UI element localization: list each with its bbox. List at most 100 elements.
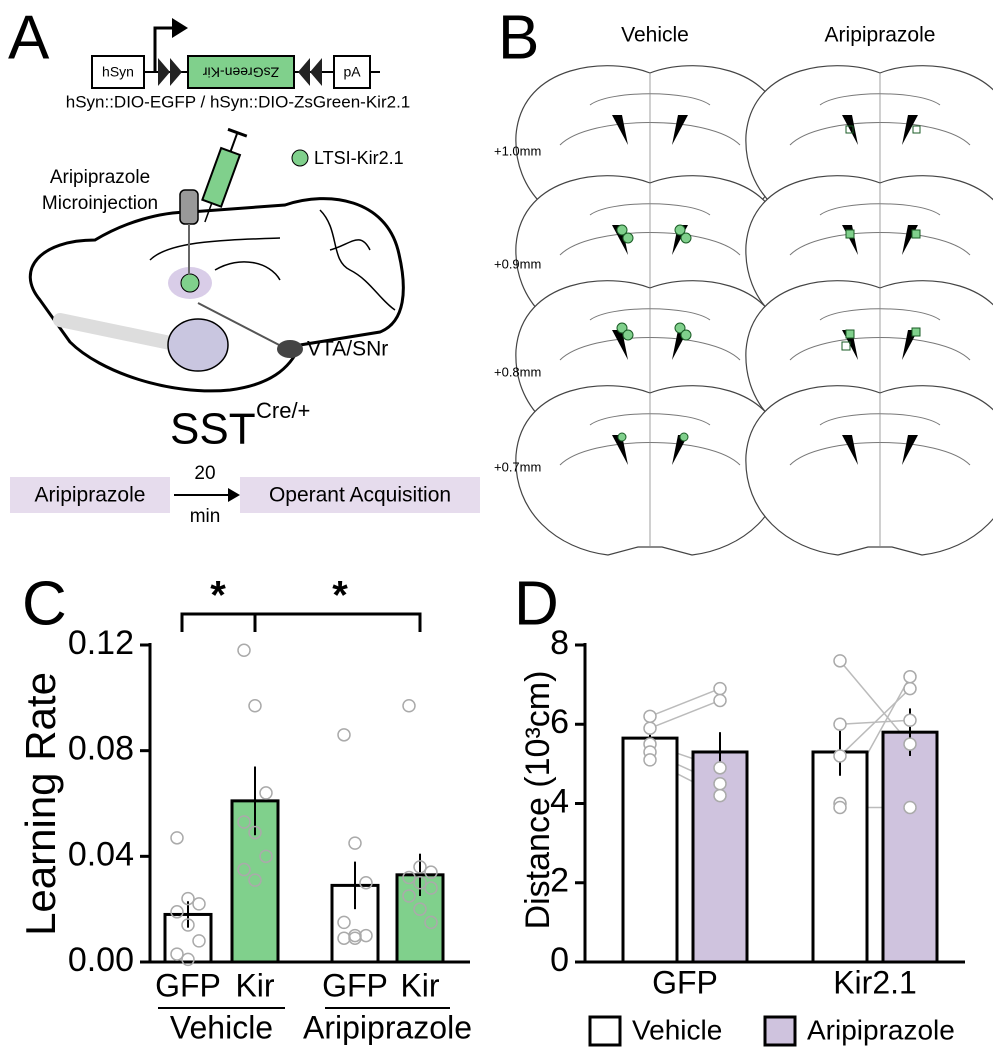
data-point: [713, 681, 727, 696]
data-point: [643, 721, 657, 735]
construct-caption: hSyn::DIO-EGFP / hSyn::DIO-ZsGreen-Kir2.…: [66, 92, 411, 111]
data-point: [413, 902, 427, 916]
data-point: [170, 831, 184, 845]
data-point: [833, 749, 847, 763]
data-point: [181, 952, 195, 967]
column-label: Aripiprazole: [825, 24, 936, 47]
target-label: VTA/SNr: [307, 338, 388, 361]
data-point: [833, 654, 847, 668]
injection-label: Microinjection: [42, 193, 158, 214]
timeline-task: Operant Acquisition: [269, 484, 451, 507]
data-point: [903, 737, 917, 751]
panel-c: [180, 612, 422, 632]
significance-bracket: [180, 612, 422, 632]
panel-letter: B: [498, 3, 539, 72]
legend-label: Vehicle: [632, 1014, 722, 1045]
data-point: [248, 825, 262, 840]
data-point: [248, 873, 262, 887]
data-point: [170, 947, 184, 961]
significance: *: [332, 574, 348, 618]
timeline-delay: 20: [194, 463, 215, 484]
data-point: [643, 753, 657, 767]
data-point: [903, 669, 917, 684]
legend-swatch: [763, 1015, 797, 1047]
bar: [881, 730, 939, 964]
data-point: [181, 891, 195, 906]
level-label: +0.7mm: [494, 459, 541, 474]
x-tick-label: GFP: [155, 967, 221, 1003]
data-point: [402, 889, 416, 903]
y-tick-label: 6: [550, 703, 569, 741]
column-label: Vehicle: [621, 24, 689, 47]
level-label: +1.0mm: [494, 143, 541, 158]
level-label: +0.9mm: [494, 256, 541, 271]
panel-b: B Vehicle Aripiprazole +1.0mm +0.9mm +0.…: [494, 3, 993, 556]
data-point: [903, 713, 917, 728]
y-tick-label: 0.04: [68, 835, 134, 873]
significance: *: [210, 574, 226, 618]
y-axis-label: Learning Rate: [17, 672, 64, 936]
data-point: [424, 865, 438, 879]
data-point: [713, 776, 727, 791]
data-point: [402, 870, 416, 885]
group-label: Aripiprazole: [303, 1009, 472, 1045]
promoter: hSyn: [102, 64, 134, 80]
panel-a: A hSyn ZsGreen-Kir pA hSyn::DIO-EGFP / h…: [8, 3, 480, 527]
x-tick-label: Kir2.1: [833, 964, 917, 1000]
pair-line: [839, 660, 911, 745]
data-point: [713, 693, 727, 708]
data-point: [424, 881, 438, 895]
x-tick-label: Kir: [400, 967, 439, 1003]
polya: pA: [343, 64, 361, 80]
data-point: [402, 699, 416, 713]
y-tick-label: 0.12: [68, 624, 134, 662]
data-point: [713, 788, 727, 803]
x-tick-label: GFP: [322, 967, 388, 1003]
y-axis-label: Distance (10³cm): [519, 671, 557, 930]
panel-letter: C: [22, 569, 67, 638]
y-tick-label: 4: [550, 782, 569, 820]
data-point: [237, 862, 251, 877]
data-point: [833, 800, 847, 815]
data-point: [237, 643, 251, 658]
data-point: [833, 717, 847, 731]
data-point: [348, 836, 362, 850]
data-point: [643, 709, 657, 724]
data-point: [713, 761, 727, 775]
level-label: +0.8mm: [494, 364, 541, 379]
data-point: [337, 915, 351, 930]
y-tick-label: 8: [550, 624, 569, 662]
y-tick-label: 2: [550, 862, 569, 900]
y-tick-label: 0: [550, 941, 569, 979]
data-point: [903, 681, 917, 696]
data-point: [903, 800, 917, 815]
pair-line: [649, 687, 721, 718]
data-point: [413, 860, 427, 874]
panel-letter: A: [8, 3, 50, 72]
pair-line: [649, 699, 721, 729]
data-point: [248, 699, 262, 713]
genotype-superscript: Cre/+: [256, 398, 310, 423]
injection-label: Aripiprazole: [50, 167, 150, 188]
pair-line: [839, 688, 911, 757]
bar: [811, 750, 869, 964]
data-point: [170, 905, 184, 919]
panel-letter: D: [514, 569, 559, 638]
timeline-drug: Aripiprazole: [35, 484, 146, 507]
data-point: [259, 786, 273, 800]
genotype: SST: [170, 405, 256, 454]
data-point: [337, 931, 351, 945]
insert: ZsGreen-Kir: [203, 64, 280, 80]
y-tick-label: 0.08: [68, 730, 134, 768]
bar: [621, 736, 679, 964]
data-point: [192, 897, 206, 911]
y-tick-label: 0.00: [68, 941, 134, 979]
data-point: [413, 876, 427, 890]
data-point: [424, 915, 438, 930]
data-point: [192, 934, 206, 948]
x-tick-label: Kir: [235, 967, 274, 1003]
group-label: Vehicle: [170, 1009, 273, 1045]
data-point: [348, 931, 362, 945]
timeline-delay: min: [190, 506, 221, 527]
